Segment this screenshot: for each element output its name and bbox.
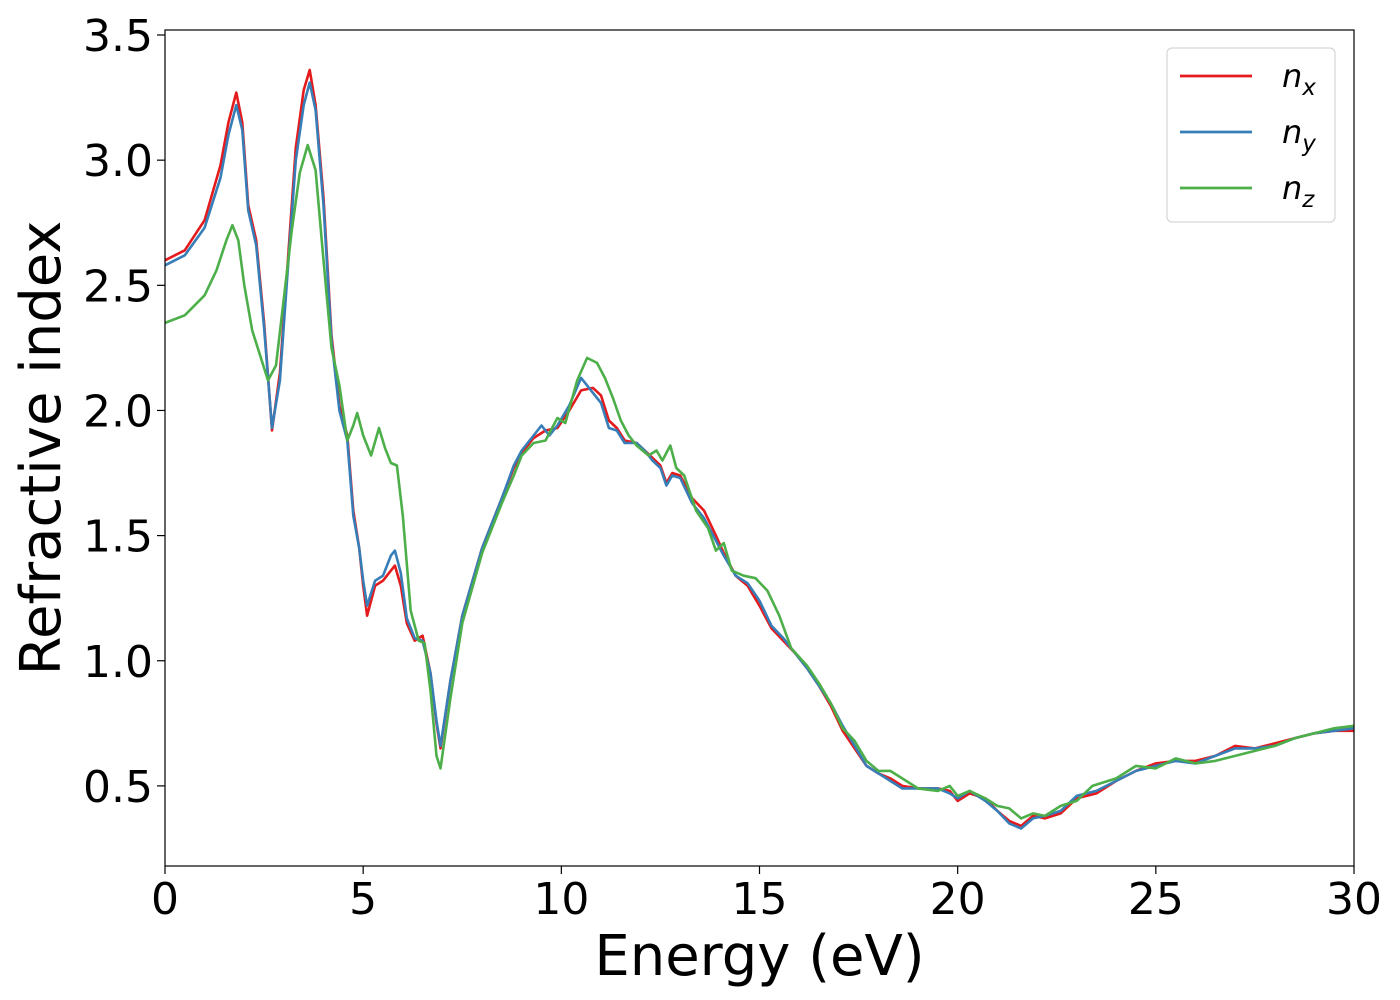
y-axis-ticks: 0.5 1.0 1.5 2.0 2.5 3.0 3.5 — [83, 11, 165, 813]
x-axis-label: Energy (eV) — [594, 924, 924, 989]
x-tick-label: 10 — [533, 874, 589, 925]
y-tick-label: 2.0 — [83, 386, 153, 437]
y-tick-label: 2.5 — [83, 261, 153, 312]
y-tick-label: 3.5 — [83, 11, 153, 62]
series-layer — [164, 68, 1355, 830]
legend-label-z: nz — [1282, 169, 1315, 213]
x-tick-label: 5 — [349, 874, 377, 925]
x-tick-label: 15 — [732, 874, 788, 925]
legend-box — [1166, 47, 1336, 223]
y-tick-label: 0.5 — [83, 762, 153, 813]
legend: nx ny nz — [1166, 47, 1336, 223]
series-line-z — [164, 143, 1355, 820]
y-axis-label: Refractive index — [9, 221, 74, 676]
x-tick-label: 25 — [1128, 874, 1184, 925]
x-tick-label: 0 — [151, 874, 179, 925]
x-tick-label: 20 — [930, 874, 986, 925]
y-tick-label: 1.0 — [83, 637, 153, 688]
y-tick-label: 3.0 — [83, 136, 153, 187]
x-tick-label: 30 — [1326, 874, 1382, 925]
legend-label-x: nx — [1282, 57, 1316, 101]
x-axis-ticks: 0 5 10 15 20 25 30 — [151, 866, 1382, 925]
y-tick-label: 1.5 — [83, 512, 153, 563]
series-line-y — [164, 81, 1355, 830]
legend-label-y: ny — [1282, 113, 1316, 157]
